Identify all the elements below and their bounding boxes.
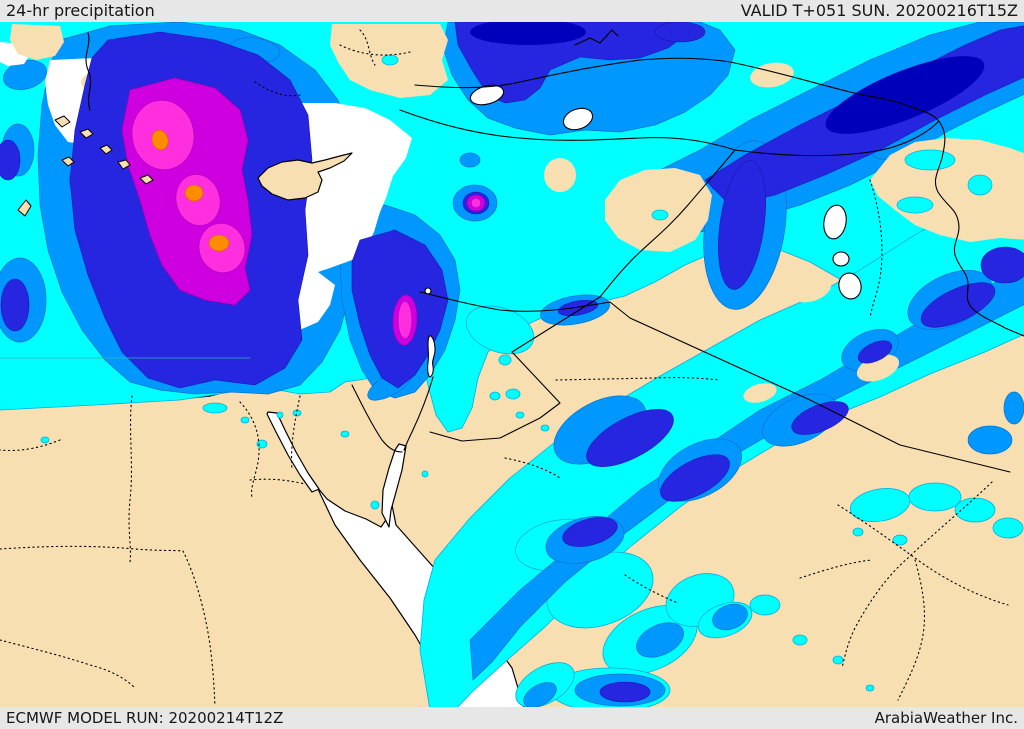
model-run-label: ECMWF MODEL RUN: 20200214T12Z <box>6 709 284 727</box>
gulf-of-aqaba <box>381 443 407 528</box>
header-bar: 24-hr precipitation VALID T+051 SUN. 202… <box>0 0 1024 22</box>
lake-urmia <box>823 204 847 240</box>
credit-label: ArabiaWeather Inc. <box>874 709 1018 727</box>
footer-bar: ECMWF MODEL RUN: 20200214T12Z ArabiaWeat… <box>0 707 1024 729</box>
dead-sea <box>427 335 436 378</box>
map-title: 24-hr precipitation <box>6 1 155 20</box>
valid-time-label: VALID T+051 SUN. 20200216T15Z <box>740 1 1018 20</box>
precip-max-layer <box>151 129 230 252</box>
precip-light-accents <box>381 54 993 221</box>
lake-van <box>562 107 594 131</box>
precip-very-heavy-layer <box>470 19 985 134</box>
cyprus-island <box>257 152 353 201</box>
lake-tuz <box>469 84 505 106</box>
aegean-islands <box>17 115 154 217</box>
country-borders <box>85 29 1024 473</box>
admin-borders-dotted <box>0 29 1009 707</box>
gulf-of-suez <box>266 411 320 493</box>
lakes-layer <box>424 84 862 378</box>
